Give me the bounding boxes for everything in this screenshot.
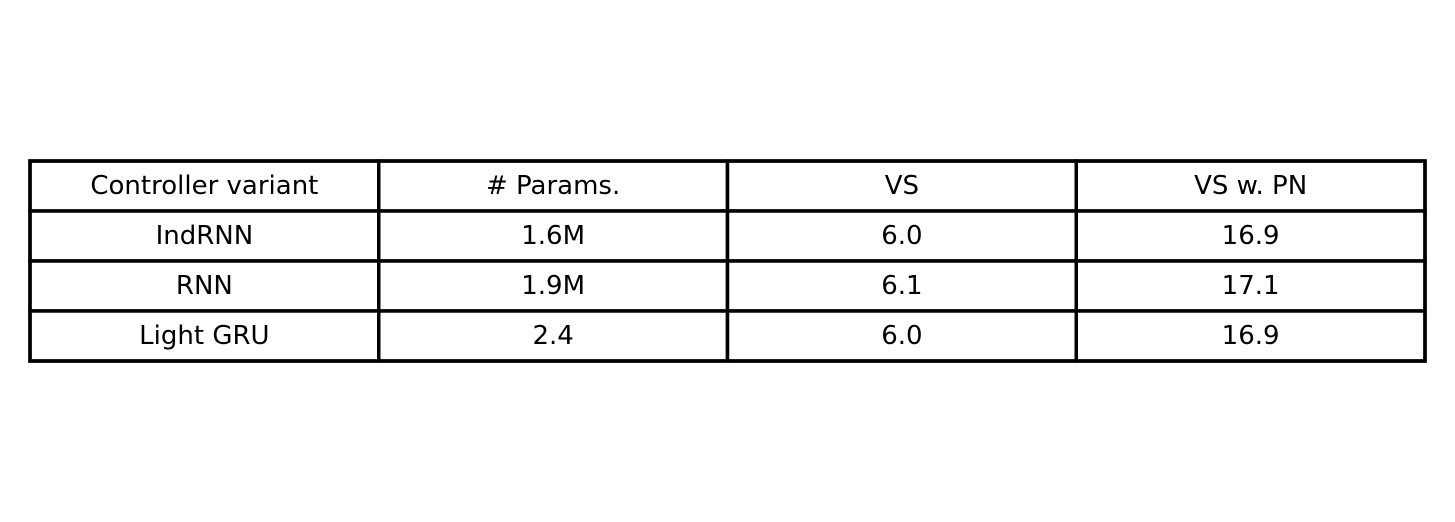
cell-r1-c2: 6.1 (881, 271, 922, 301)
cell-r0-c0: IndRNN (156, 221, 254, 251)
cell-r2-c3: 16.9 (1222, 321, 1280, 351)
cell-r1-c0: RNN (176, 271, 233, 301)
cell-r2-c1: 2.4 (532, 321, 573, 351)
cell-r1-c3: 17.1 (1222, 271, 1280, 301)
cell-r1-c1: 1.9M (521, 271, 585, 301)
column-header-3: VS w. PN (1194, 171, 1307, 201)
column-header-0: Controller variant (90, 171, 318, 201)
column-header-1: # Params. (486, 171, 620, 201)
cell-r2-c0: Light GRU (139, 321, 269, 351)
cell-r2-c2: 6.0 (881, 321, 922, 351)
cell-r0-c3: 16.9 (1222, 221, 1280, 251)
cell-r0-c1: 1.6M (521, 221, 585, 251)
cell-r0-c2: 6.0 (881, 221, 922, 251)
column-header-2: VS (885, 171, 919, 201)
